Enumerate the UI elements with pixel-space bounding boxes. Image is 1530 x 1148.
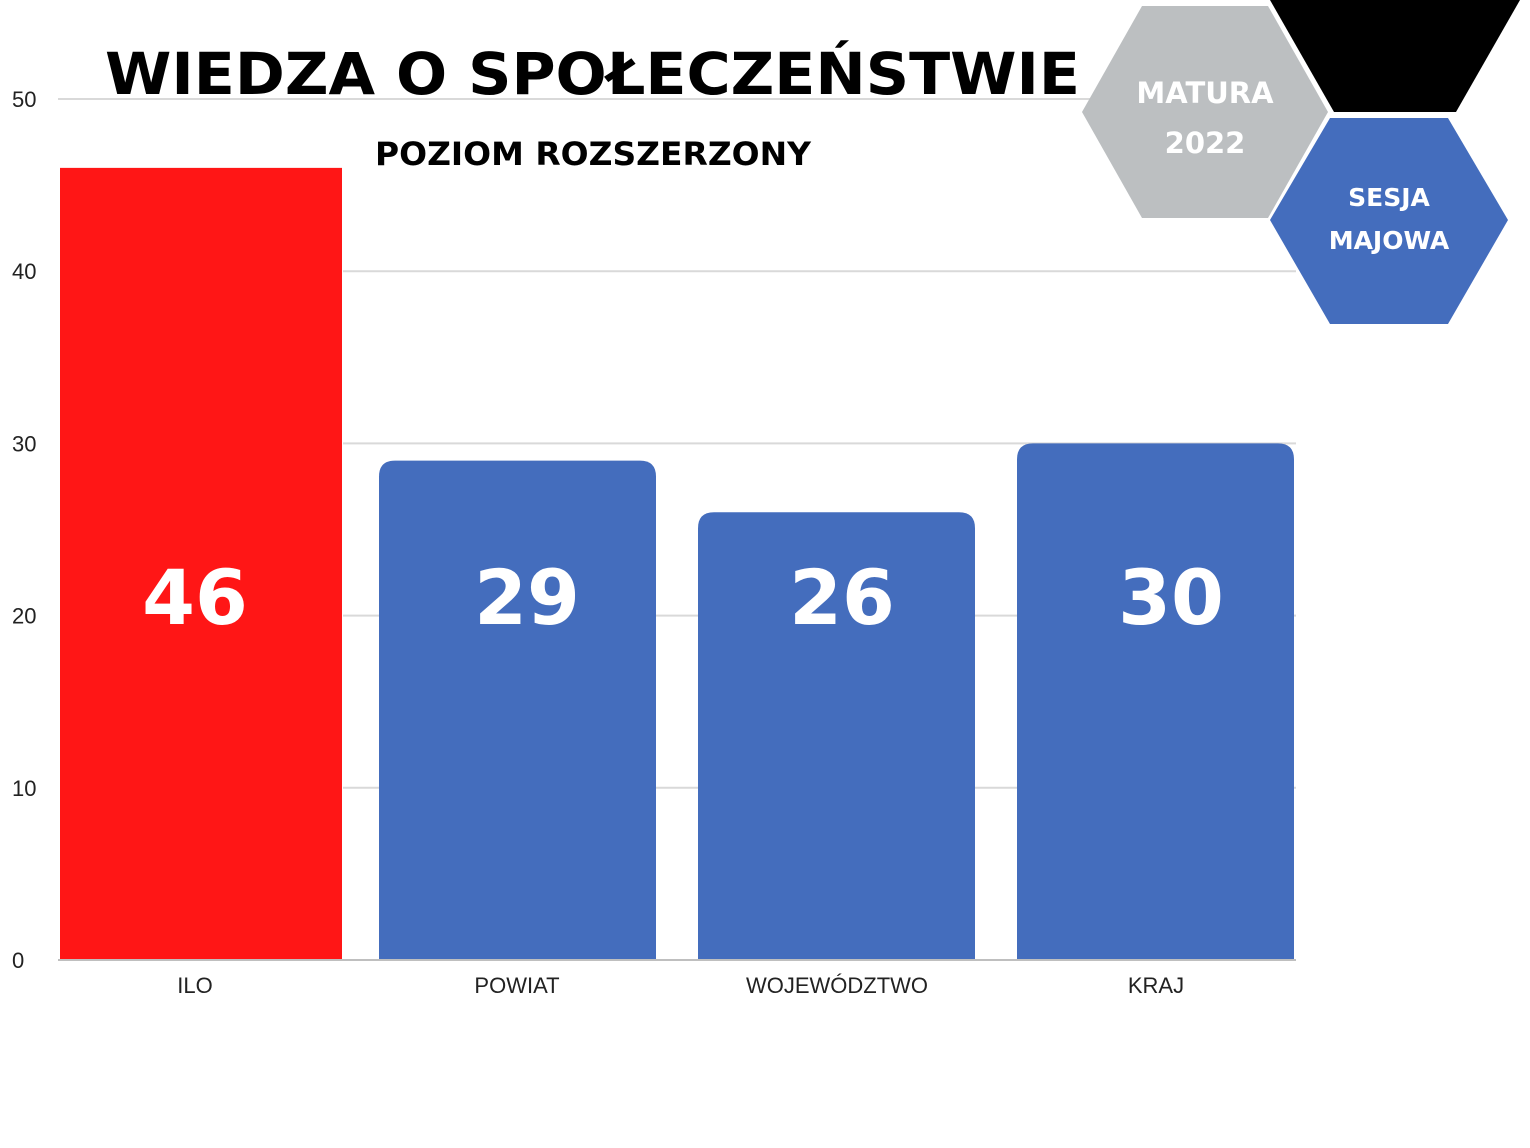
- bars: [60, 167, 1294, 960]
- matura-year: 2022: [1165, 126, 1246, 160]
- y-tick-label: 50: [12, 87, 36, 112]
- y-tick-label: 0: [12, 948, 24, 973]
- x-axis-categories: ILO POWIAT WOJEWÓDZTWO KRAJ: [177, 973, 1184, 998]
- y-axis-ticks: 0 10 20 30 40 50: [12, 87, 36, 973]
- sesja-hexagon: [1270, 118, 1508, 324]
- black-hexagon: [1270, 0, 1520, 112]
- chart-subtitle: POZIOM ROZSZERZONY: [375, 135, 812, 173]
- data-label: 26: [789, 553, 895, 642]
- y-tick-label: 30: [12, 431, 36, 456]
- y-tick-label: 10: [12, 776, 36, 801]
- matura-hexagon: [1082, 6, 1328, 218]
- chart-title: WIEDZA O SPOŁECZEŃSTWIE: [105, 39, 1080, 108]
- data-label: 46: [142, 553, 248, 642]
- x-category-label: ILO: [177, 973, 212, 998]
- data-labels: 46 29 26 30: [142, 553, 1224, 642]
- x-category-label: KRAJ: [1128, 973, 1184, 998]
- y-tick-label: 20: [12, 604, 36, 629]
- data-label: 30: [1118, 553, 1224, 642]
- bar-kraj: [1017, 443, 1294, 960]
- matura-label: MATURA: [1136, 76, 1274, 110]
- majowa-label: MAJOWA: [1329, 226, 1450, 255]
- bar-województwo: [698, 512, 975, 960]
- x-category-label: POWIAT: [474, 973, 559, 998]
- x-category-label: WOJEWÓDZTWO: [746, 973, 928, 998]
- y-tick-label: 40: [12, 259, 36, 284]
- bar-ilo: [60, 167, 342, 960]
- sesja-label: SESJA: [1348, 183, 1430, 212]
- data-label: 29: [474, 553, 580, 642]
- bar-powiat: [379, 460, 656, 960]
